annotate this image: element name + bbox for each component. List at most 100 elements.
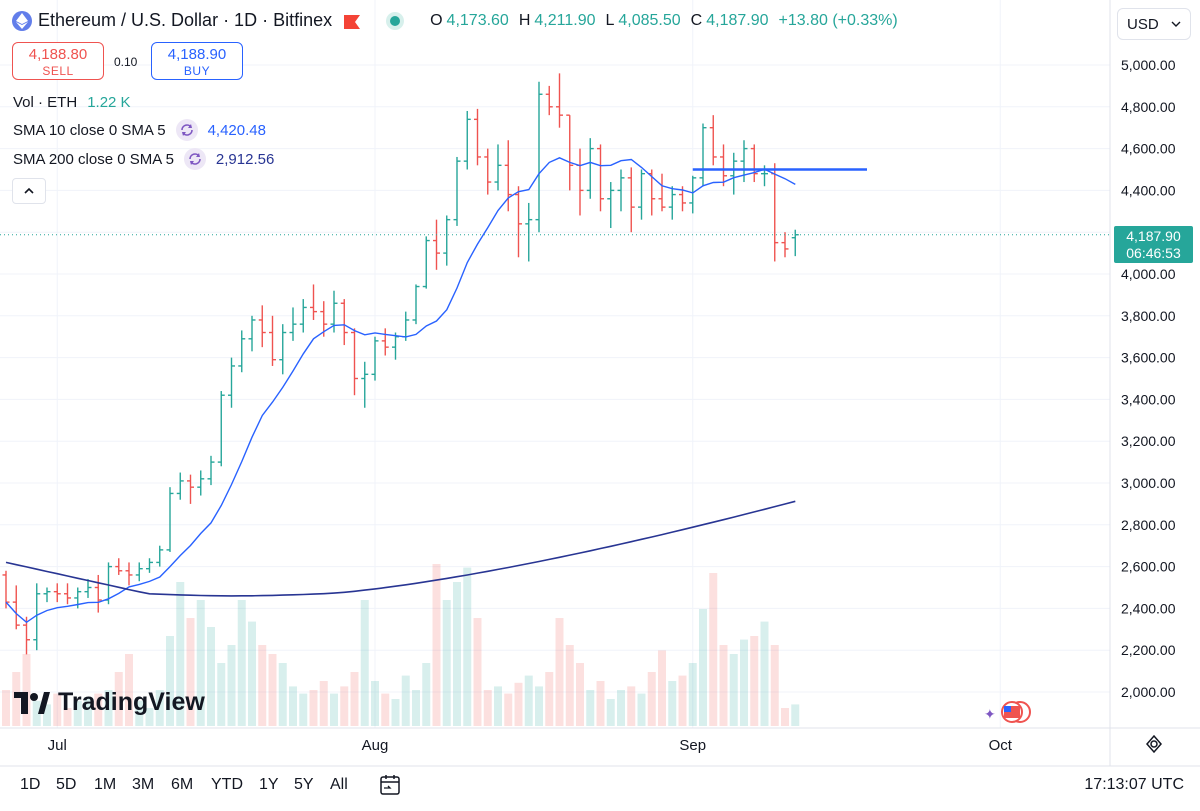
gear-icon [1146,734,1162,754]
volume-bar [73,700,82,726]
volume-label: Vol · ETH [13,94,78,111]
price-axis-labels: 2,000.00 2,200.00 2,400.00 2,600.00 2,800.00… [1121,57,1176,700]
ohlc-bar [84,579,92,598]
volume-bar [145,708,154,726]
collapse-legend-button[interactable] [12,178,46,204]
range-button-5y[interactable]: 5Y [294,776,314,793]
volume-bar [207,627,215,726]
event-markers[interactable]: ✦ [984,701,1031,723]
sma200-line [5,500,796,597]
volume-bar [319,681,328,726]
volume-bar [350,672,359,726]
ohlc-bar [166,487,174,552]
range-button-5d[interactable]: 5D [56,776,77,793]
sync-icon[interactable] [175,119,198,141]
ohlc-bar [43,587,51,603]
volume-indicator-legend[interactable]: Vol · ETH 1.22 K [13,94,131,111]
volume-bar [740,639,748,726]
change-value: +13.80 (+0.33%) [778,11,898,29]
currency-label: USD [1127,15,1159,33]
sync-icon[interactable] [183,148,206,170]
currency-select[interactable]: USD [1117,8,1191,40]
volume-bar [289,686,297,726]
range-button-all[interactable]: All [330,776,348,793]
volume-bar [576,663,584,726]
range-button-ytd[interactable]: YTD [211,776,243,793]
clock[interactable]: 17:13:07 UTC [1084,776,1184,793]
ethereum-icon [12,10,32,31]
ohlc-bar [627,167,635,233]
svg-text:✦: ✦ [984,707,996,723]
sma10-legend[interactable]: SMA 10 close 0 SMA 5 4,420.48 [13,119,266,141]
volume-bar [53,693,62,726]
ohlc-bar [258,305,266,348]
volume-bar [278,663,287,726]
ohlc-bar [597,144,604,212]
volume-bar [617,690,625,726]
range-button-1m[interactable]: 1M [94,776,117,793]
buy-price: 4,188.90 [167,46,227,63]
buy-button[interactable]: 4,188.90 BUY [151,42,243,80]
high-value: 4,211.90 [534,11,596,29]
volume-bar [22,654,31,726]
volume-bar [627,686,636,726]
volume-bar [524,675,533,726]
range-button-1d[interactable]: 1D [20,776,41,793]
sma200-value: 2,912.56 [215,150,275,168]
low-label: L [605,11,615,29]
ohlc-bar [422,236,430,289]
volume-bar [186,618,195,726]
range-button-1y[interactable]: 1Y [259,776,279,793]
close-label: C [690,11,703,29]
volume-bar [678,675,687,726]
last-price-value: 4,187.90 [1126,228,1181,244]
range-button-3m[interactable]: 3M [132,776,155,793]
ohlc-bar [535,81,543,233]
volume-bar [760,621,769,726]
volume-bar [340,686,349,726]
volume-bar [268,654,277,726]
ohlc-bar [310,284,317,320]
ohlc-bar [709,115,717,166]
sma10-line [5,157,796,624]
ohlc-bar [320,301,328,337]
open-value: 4,173.60 [446,11,509,29]
volume-bar [729,654,738,726]
volume-bar [791,704,800,726]
range-button-6m[interactable]: 6M [171,776,194,793]
sma200-legend[interactable]: SMA 200 close 0 SMA 5 2,912.56 [13,148,274,170]
ohlc-bar [720,144,727,187]
volume-bar [658,650,666,726]
ohlc-bar [689,175,697,214]
ohlc-bar [146,558,153,573]
volume-bar [84,697,92,726]
volume-bar [196,600,205,726]
ohlc-bar [64,583,71,605]
sma200-label: SMA 200 close 0 SMA 5 [13,150,174,168]
sma10-label: SMA 10 close 0 SMA 5 [13,121,166,139]
sell-price: 4,188.80 [28,46,88,63]
volume-bar [781,708,789,726]
ohlc-bar [340,299,348,346]
spread-value: 0.10 [114,55,138,69]
tradingview-logo[interactable]: TradingView [14,688,205,717]
volume-bar [176,582,185,726]
volume-bar [2,690,10,726]
sell-button[interactable]: 4,188.80 SELL [12,42,104,80]
volume-bar [688,663,697,726]
volume-bar [43,704,51,726]
volume-bar [12,672,21,726]
price-tick-label: 3,400.00 [1121,391,1176,407]
chart-settings-button[interactable] [1144,734,1164,759]
ohlc-bar [33,583,41,651]
symbol-title[interactable]: Ethereum / U.S. Dollar · 1D · Bitfinex [38,10,333,30]
ohlc-bar [115,558,123,575]
date-range-button[interactable] [378,774,402,801]
ohlc-bar [269,315,276,366]
ohlc-bar [361,361,369,408]
volume-bar [135,700,144,726]
price-tick-label: 3,200.00 [1121,433,1176,449]
volume-bar [381,693,390,726]
flag-icon[interactable] [344,14,361,29]
